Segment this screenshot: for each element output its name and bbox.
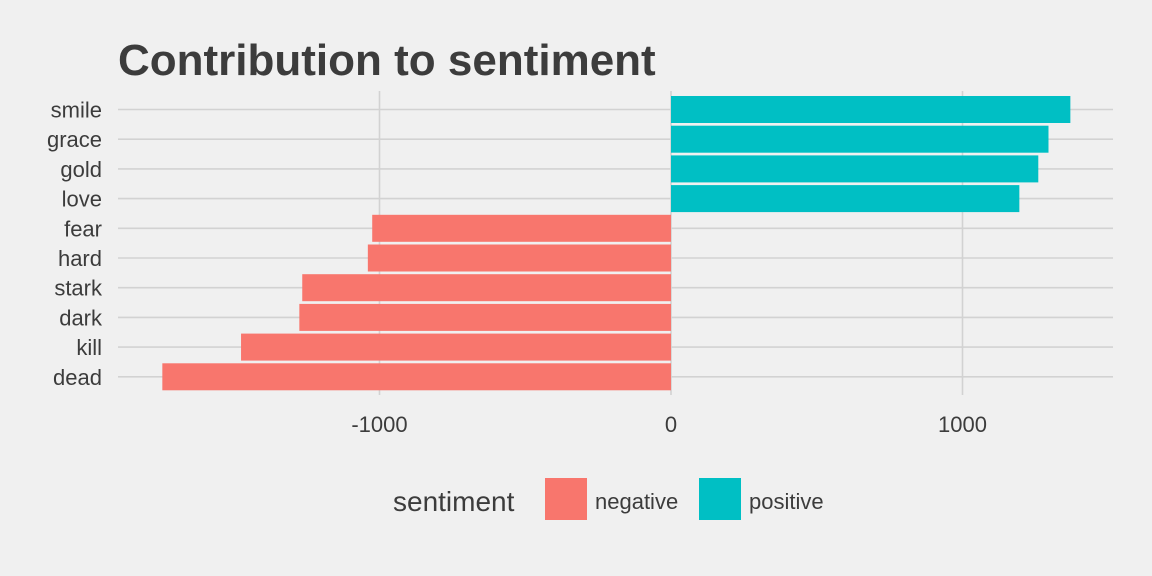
y-tick-label: stark [54,276,103,301]
x-tick-label: -1000 [351,412,407,437]
y-tick-label: gold [60,157,102,182]
bar-dead [162,363,671,391]
legend-title: sentiment [393,486,515,517]
y-tick-label: dark [59,305,103,330]
bar-grace [671,125,1049,153]
bar-dark [299,303,671,331]
y-tick-label: fear [64,216,102,241]
legend-swatch-negative [545,478,587,520]
bar-fear [372,214,671,242]
bar-stark [302,274,671,302]
legend-label-negative: negative [595,489,678,514]
bar-love [671,185,1020,213]
y-tick-label: grace [47,127,102,152]
y-tick-label: love [62,187,102,212]
bar-hard [367,244,671,272]
legend-swatch-positive [699,478,741,520]
y-tick-label: dead [53,365,102,390]
y-axis-labels: smile grace gold love fear hard stark dark kill d… [47,98,103,390]
legend-label-positive: positive [749,489,824,514]
bars [162,96,1071,391]
bar-gold [671,155,1039,183]
x-axis-labels: -1000 0 1000 [351,412,987,437]
y-tick-label: smile [51,98,102,123]
y-tick-label: hard [58,246,102,271]
chart-title: Contribution to sentiment [118,36,656,85]
x-tick-label: 0 [665,412,677,437]
y-tick-label: kill [76,335,102,360]
x-tick-label: 1000 [938,412,987,437]
bar-smile [671,96,1071,123]
bar-kill [241,333,671,361]
legend: sentiment negative positive [393,478,824,520]
